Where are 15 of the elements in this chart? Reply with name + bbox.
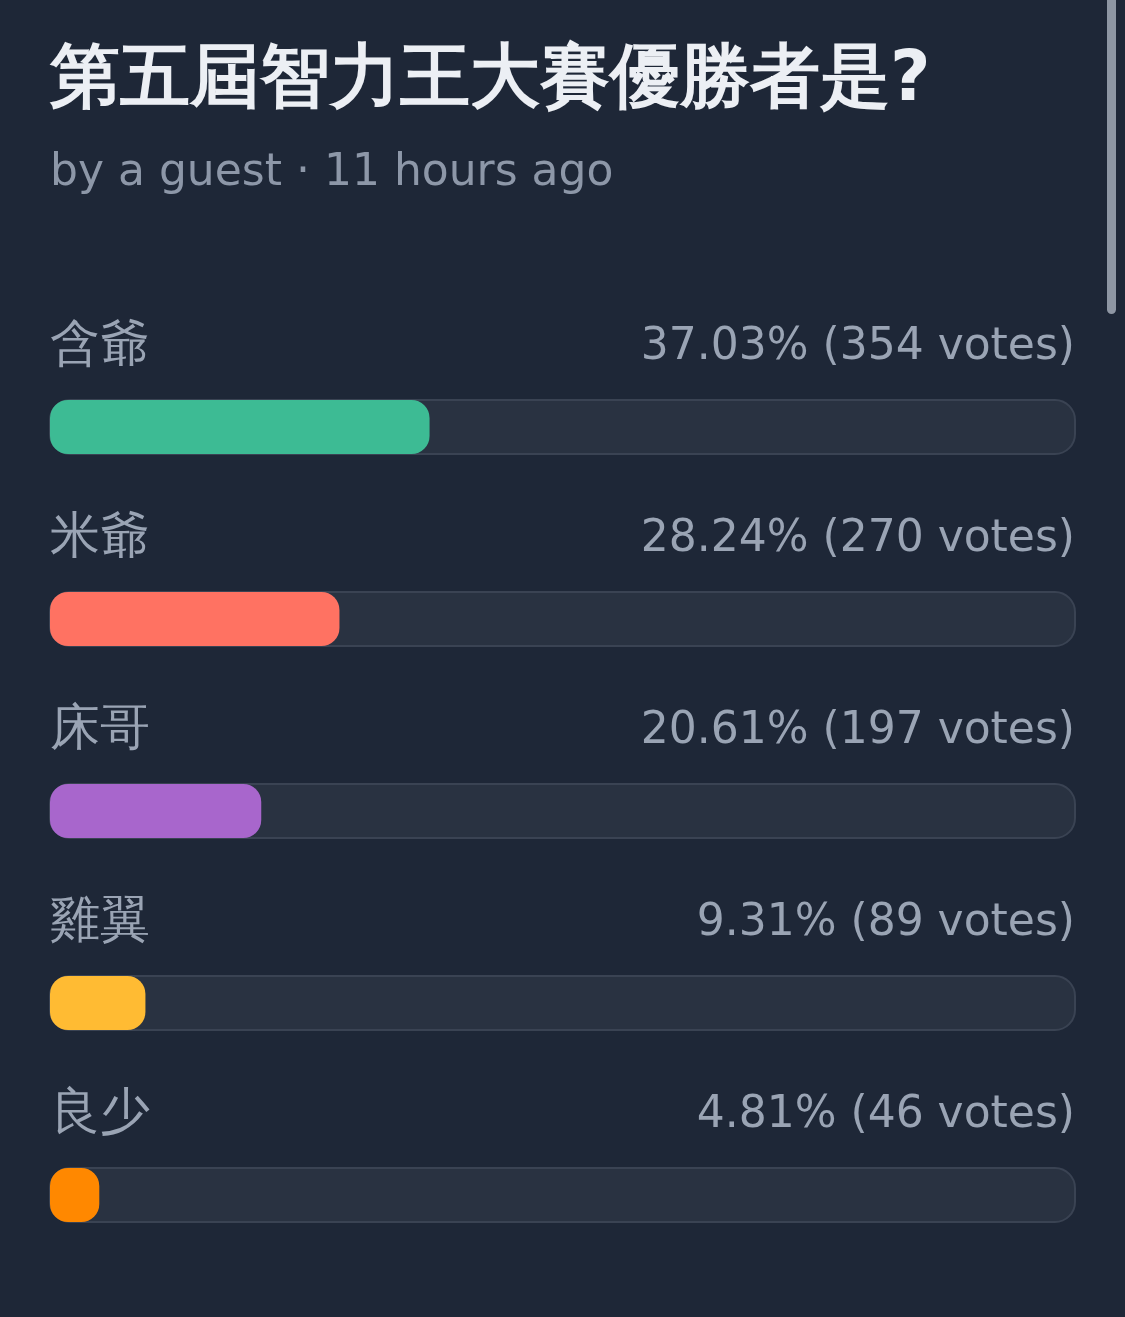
bar xyxy=(50,976,146,1030)
y-tick-label: 床哥 xyxy=(50,698,150,756)
chart-subtitle: by a guest · 11 hours ago xyxy=(50,143,614,197)
data-label: 4.81% (46 votes) xyxy=(696,1085,1075,1137)
y-tick-label: 良少 xyxy=(50,1082,150,1140)
data-label: 20.61% (197 votes) xyxy=(640,701,1075,753)
chart-title: 第五屆智力王大賽優勝者是? xyxy=(50,34,931,119)
data-label: 28.24% (270 votes) xyxy=(640,509,1075,561)
y-tick-label: 含爺 xyxy=(50,314,150,372)
y-tick-label: 雞翼 xyxy=(50,890,150,948)
y-tick-label: 米爺 xyxy=(50,506,150,564)
data-label: 9.31% (89 votes) xyxy=(696,893,1075,945)
bar xyxy=(50,592,340,646)
bar xyxy=(50,784,262,838)
data-label: 37.03% (354 votes) xyxy=(640,317,1075,369)
